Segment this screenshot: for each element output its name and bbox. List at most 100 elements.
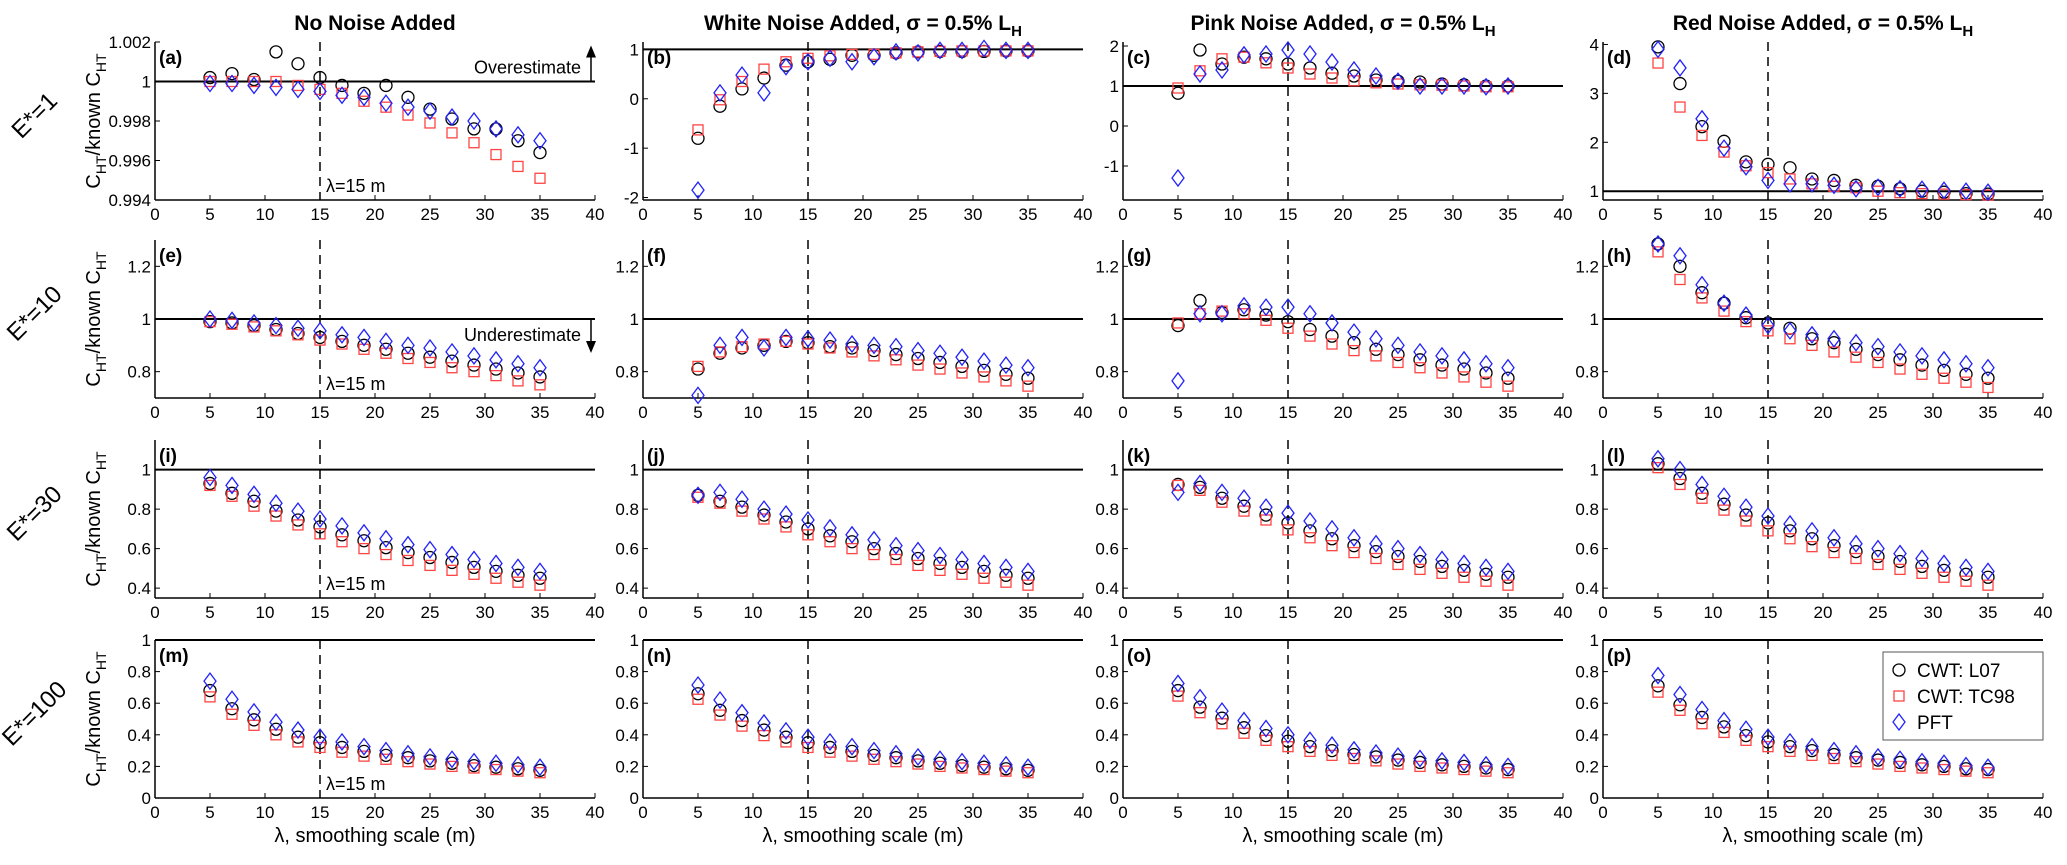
point-cwt-tc98	[1260, 734, 1272, 746]
y-tick-label: 1	[142, 310, 151, 329]
point-pft	[933, 750, 947, 769]
point-cwt-l07	[867, 541, 881, 556]
y-axis-label: CHT/known CHT	[83, 451, 109, 587]
point-cwt-tc98	[380, 548, 392, 561]
point-cwt-tc98	[1282, 524, 1294, 536]
x-tick-label: 0	[1118, 803, 1127, 822]
y-tick-label: 4	[1590, 35, 1599, 54]
panel-i: 0 5 10 15 20 25 30 35 40 0.4 0.6 0.8 1 λ=15 m (i)	[127, 440, 604, 622]
point-cwt-l07	[1717, 296, 1731, 310]
point-cwt-l07	[533, 370, 547, 384]
point-cwt-l07	[1237, 303, 1251, 317]
point-cwt-l07	[357, 86, 371, 100]
point-cwt-tc98	[1872, 356, 1884, 369]
point-pft	[801, 728, 815, 747]
point-pft	[467, 111, 481, 131]
point-pft	[467, 550, 481, 569]
x-tick-label: 0	[638, 403, 647, 422]
point-cwt-tc98	[1652, 461, 1664, 474]
point-pft	[1893, 179, 1907, 198]
point-pft	[335, 325, 349, 344]
point-pft	[889, 536, 903, 555]
point-cwt-l07	[445, 555, 459, 570]
point-pft	[1369, 743, 1383, 763]
point-pft	[1827, 528, 1841, 547]
point-pft	[1479, 755, 1493, 774]
x-tick-label: 35	[1499, 403, 1518, 422]
y-tick-label: -1	[1104, 157, 1119, 176]
x-tick-label: 20	[1814, 803, 1833, 822]
point-cwt-l07	[779, 334, 793, 349]
point-pft	[1981, 183, 1995, 202]
point-pft	[757, 338, 771, 358]
y-tick-label: 0.6	[127, 540, 151, 559]
y-tick-label: 0.996	[108, 152, 151, 171]
point-cwt-tc98	[270, 325, 282, 337]
point-cwt-l07	[1783, 740, 1797, 754]
point-pft	[1347, 60, 1361, 80]
point-cwt-l07	[779, 730, 793, 744]
point-cwt-l07	[225, 486, 239, 500]
point-pft	[401, 336, 415, 355]
point-pft	[401, 535, 415, 554]
point-pft	[1347, 528, 1361, 547]
point-cwt-tc98	[736, 75, 748, 88]
point-cwt-l07	[291, 513, 305, 527]
point-cwt-tc98	[512, 765, 524, 777]
y-tick-label: 1	[1590, 461, 1599, 480]
y-tick-label: 0	[1110, 117, 1119, 136]
point-cwt-l07	[1849, 544, 1863, 559]
y-tick-label: 0.2	[127, 757, 151, 776]
point-cwt-l07	[1739, 508, 1753, 522]
point-cwt-l07	[489, 760, 503, 774]
point-pft	[1871, 539, 1885, 558]
point-pft	[889, 337, 903, 356]
point-cwt-l07	[999, 367, 1013, 381]
point-cwt-l07	[533, 571, 547, 585]
point-cwt-tc98	[1806, 541, 1818, 553]
point-pft	[379, 529, 393, 548]
point-pft	[445, 750, 459, 769]
point-pft	[1501, 562, 1515, 581]
point-pft	[1915, 752, 1929, 771]
point-cwt-l07	[269, 504, 283, 518]
point-cwt-tc98	[314, 741, 326, 754]
point-pft	[1651, 234, 1665, 254]
vline-label: λ=15 m	[326, 574, 386, 594]
x-tick-label: 30	[476, 603, 495, 622]
panel-j: 0 5 10 15 20 25 30 35 40 0.4 0.6 0.8 1 (j)	[615, 440, 1092, 622]
point-pft	[1805, 325, 1819, 344]
point-cwt-tc98	[490, 763, 502, 776]
point-cwt-tc98	[336, 338, 348, 350]
panel-label: (c)	[1127, 48, 1150, 69]
point-cwt-tc98	[1304, 532, 1316, 544]
x-tick-label: 0	[150, 603, 159, 622]
point-pft	[533, 758, 547, 777]
panel-h: 0 5 10 15 20 25 30 35 40 0.8 1 1.2 (h)	[1575, 234, 2053, 422]
point-pft	[401, 744, 415, 763]
point-pft	[1171, 674, 1185, 693]
x-tick-label: 30	[1444, 603, 1463, 622]
point-pft	[1325, 519, 1339, 538]
x-tick-label: 40	[2034, 403, 2053, 422]
point-cwt-l07	[445, 354, 459, 368]
panel-label: (l)	[1607, 446, 1625, 467]
point-cwt-l07	[401, 346, 415, 360]
x-tick-label: 15	[1279, 403, 1298, 422]
point-cwt-l07	[1457, 759, 1471, 774]
point-cwt-l07	[933, 756, 947, 770]
point-pft	[911, 43, 925, 62]
point-cwt-tc98	[358, 343, 370, 355]
point-cwt-l07	[335, 334, 349, 349]
y-tick-label: 1	[142, 73, 151, 92]
point-cwt-l07	[1303, 61, 1317, 75]
point-pft	[1325, 52, 1339, 72]
point-cwt-l07	[1369, 73, 1383, 87]
point-pft	[757, 500, 771, 519]
point-cwt-tc98	[912, 359, 924, 371]
point-pft	[1347, 323, 1361, 342]
point-pft	[867, 47, 881, 66]
point-cwt-tc98	[714, 346, 726, 358]
x-tick-label: 40	[2034, 205, 2053, 224]
point-pft	[779, 328, 793, 347]
